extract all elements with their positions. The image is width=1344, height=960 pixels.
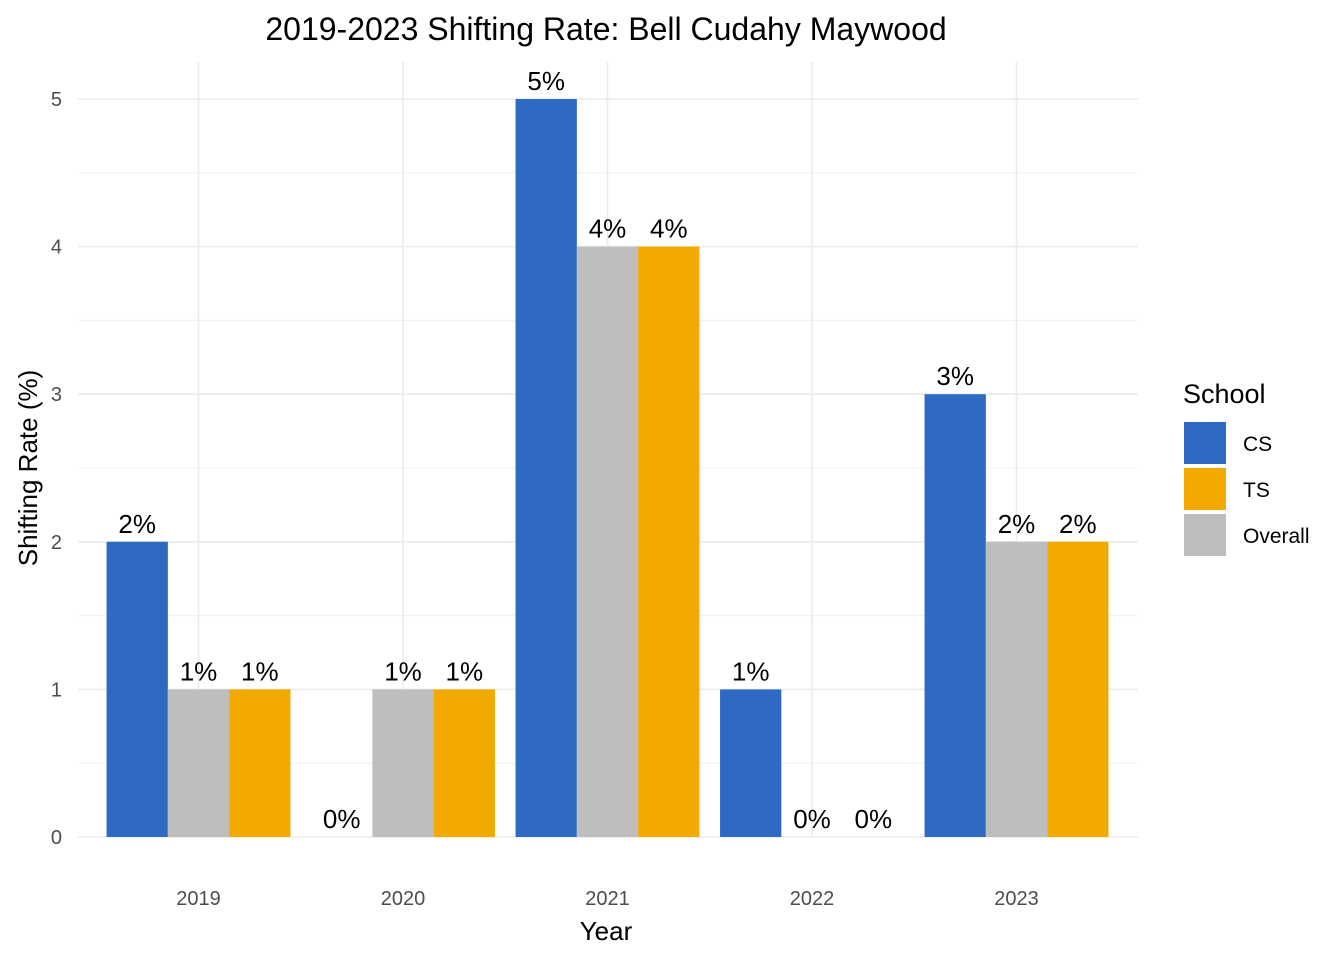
legend-swatch-overall [1184,514,1226,556]
x-tick-label: 2022 [790,888,835,910]
bar-cs-2021 [515,99,577,837]
bar-overall-2023 [985,541,1048,837]
x-tick-label: 2021 [585,888,630,910]
y-tick-label: 2 [51,532,62,554]
data-label: 1% [384,656,422,686]
bar-cs-2019 [106,541,168,837]
legend-swatch-cs [1184,422,1226,464]
data-label: 2% [118,509,156,539]
data-label: 0% [855,804,893,834]
data-label: 1% [446,656,484,686]
y-tick-label: 5 [51,89,62,111]
legend-title: School [1183,379,1266,409]
bar-overall-2020 [372,689,434,837]
y-tick-label: 4 [51,237,62,259]
y-axis-title: Shifting Rate (%) [13,370,43,567]
data-label: 0% [323,804,361,834]
data-label: 1% [241,656,279,686]
legend-swatch-ts [1184,468,1226,510]
data-label: 3% [936,361,974,391]
y-tick-label: 3 [51,384,62,406]
data-label: 1% [180,656,218,686]
x-axis-title: Year [580,916,633,946]
legend: School CS TS Overall [1183,379,1310,556]
y-tick-label: 1 [51,679,62,701]
bar-cs-2023 [924,394,986,837]
legend-label: TS [1243,479,1270,502]
bar-labels: 2% 1% 1% 0% 1% 1% 5% 4% 4% 1% 0% 0% 3% 2% 2% [118,66,1096,834]
bar-cs-2022 [720,689,782,837]
x-axis-ticks: 2019 2020 2021 2022 2023 [176,888,1039,910]
y-axis-ticks: 0 1 2 3 4 5 [51,89,62,849]
data-label: 0% [793,804,831,834]
data-label: 4% [589,214,627,244]
x-tick-label: 2019 [176,888,221,910]
bar-ts-2021 [638,246,700,838]
legend-label: CS [1243,433,1272,456]
bar-ts-2020 [433,689,495,837]
data-label: 2% [998,509,1036,539]
y-tick-label: 0 [51,827,62,849]
data-label: 4% [650,214,688,244]
bar-overall-2019 [167,689,230,837]
chart-title: 2019-2023 Shifting Rate: Bell Cudahy May… [265,11,946,47]
x-tick-label: 2023 [994,888,1039,910]
legend-label: Overall [1243,525,1310,548]
x-tick-label: 2020 [381,888,426,910]
data-label: 2% [1059,509,1097,539]
bar-overall-2021 [576,246,639,838]
bars [106,99,1109,838]
bar-ts-2023 [1047,541,1109,837]
data-label: 5% [527,66,565,96]
data-label: 1% [732,656,770,686]
bar-ts-2019 [229,689,291,837]
